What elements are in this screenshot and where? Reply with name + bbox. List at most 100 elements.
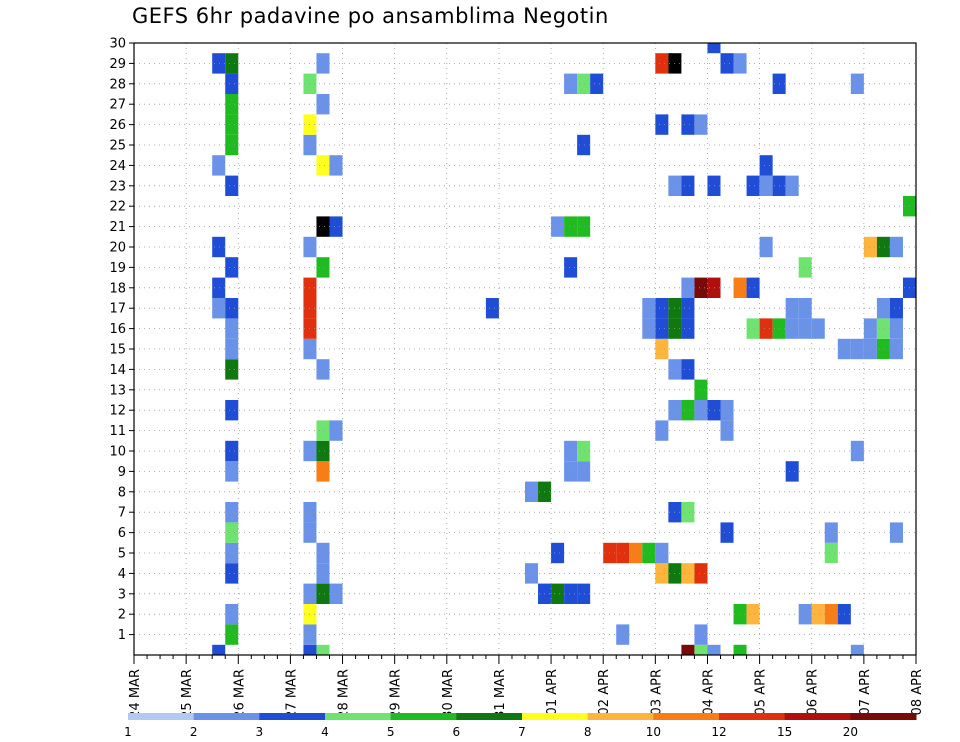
colorbar-label: 20 — [843, 725, 858, 739]
y-tick-label: 10 — [109, 445, 126, 460]
heatmap-cell — [694, 400, 708, 421]
heatmap-cell — [485, 298, 499, 319]
heatmap-cell — [785, 175, 799, 196]
heatmap-cell — [303, 644, 317, 655]
heatmap-cell — [316, 644, 330, 655]
heatmap-cell — [863, 318, 877, 339]
heatmap-cell — [316, 461, 330, 482]
x-tick-label: 26 MAR — [232, 669, 247, 719]
colorbar-swatch — [325, 713, 392, 720]
heatmap-cell — [681, 563, 695, 584]
heatmap-cell — [642, 542, 656, 564]
heatmap-cell — [590, 73, 604, 94]
heatmap-cell — [577, 583, 591, 604]
heatmap-cell — [551, 542, 565, 564]
heatmap-cell — [889, 338, 903, 360]
heatmap-cell — [316, 257, 330, 278]
heatmap-cell — [681, 644, 695, 655]
heatmap-cell — [225, 318, 239, 339]
heatmap-cell — [655, 318, 669, 339]
colorbar-swatch — [259, 713, 326, 720]
heatmap-cell — [212, 644, 226, 655]
colorbar-swatch — [193, 713, 260, 720]
heatmap-cell — [642, 298, 656, 319]
colorbar-label: 3 — [256, 725, 264, 739]
heatmap-cell — [655, 542, 669, 564]
heatmap-cell — [850, 644, 864, 655]
heatmap-cell — [707, 277, 721, 298]
heatmap-cell — [694, 624, 708, 645]
heatmap-cell — [681, 502, 695, 523]
heatmap-cell — [225, 298, 239, 319]
y-tick-label: 19 — [109, 261, 126, 276]
colorbar-label: 10 — [646, 725, 661, 739]
heatmap-cell — [655, 53, 669, 74]
heatmap-cell — [225, 134, 239, 156]
colorbar-label: 1 — [124, 725, 132, 739]
heatmap-cell — [746, 318, 760, 339]
heatmap-cell — [733, 53, 747, 74]
heatmap-cell — [876, 318, 890, 339]
heatmap-cell — [655, 420, 669, 441]
y-tick-label: 12 — [109, 404, 126, 419]
y-tick-label: 11 — [109, 424, 126, 439]
heatmap-cell — [329, 155, 343, 176]
y-tick-label: 15 — [109, 343, 126, 358]
colorbar-label: 8 — [584, 725, 592, 739]
heatmap-cell — [225, 338, 239, 360]
heatmap-cell — [746, 277, 760, 298]
y-tick-label: 17 — [109, 302, 126, 317]
heatmap-cell — [876, 298, 890, 319]
heatmap-cell — [564, 257, 578, 278]
heatmap-cell — [225, 94, 239, 115]
x-tick-label: 06 APR — [806, 669, 821, 715]
heatmap-cell — [798, 257, 812, 278]
heatmap-cell — [225, 73, 239, 94]
x-tick-label: 04 APR — [701, 669, 716, 715]
heatmap-cell — [785, 318, 799, 339]
heatmap-cell — [759, 236, 773, 258]
heatmap-cell — [212, 298, 226, 319]
x-tick-label: 25 MAR — [180, 669, 195, 719]
heatmap-cell — [212, 155, 226, 176]
heatmap-cell — [694, 114, 708, 135]
y-tick-label: 26 — [109, 118, 126, 133]
heatmap-cell — [329, 583, 343, 604]
heatmap-cell — [681, 400, 695, 421]
heatmap-cell — [655, 338, 669, 360]
colorbar-label: 12 — [711, 725, 726, 739]
heatmap-cell — [876, 236, 890, 258]
heatmap-cell — [225, 440, 239, 462]
chart-title: GEFS 6hr padavine po ansamblima Negotin — [132, 4, 609, 28]
x-tick-label: 07 APR — [858, 669, 873, 715]
y-tick-label: 18 — [109, 281, 126, 296]
heatmap-cell — [316, 94, 330, 115]
y-tick-label: 22 — [109, 200, 126, 215]
heatmap-cell — [564, 440, 578, 462]
colorbar-label: 2 — [190, 725, 198, 739]
x-tick-label: 05 APR — [754, 669, 769, 715]
y-tick-label: 5 — [118, 547, 126, 562]
heatmap-cell — [316, 359, 330, 380]
heatmap-cell — [889, 318, 903, 339]
heatmap-cell — [316, 53, 330, 74]
heatmap-cell — [759, 318, 773, 339]
heatmap-cell — [577, 73, 591, 94]
colorbar-swatch — [128, 713, 195, 720]
y-tick-label: 9 — [118, 465, 126, 480]
y-tick-label: 7 — [118, 506, 126, 521]
heatmap-cell — [707, 644, 721, 655]
heatmap-cell — [681, 114, 695, 135]
heatmap-cell — [863, 338, 877, 360]
heatmap-cell — [329, 420, 343, 441]
heatmap-cell — [564, 216, 578, 237]
y-tick-label: 16 — [109, 322, 126, 337]
heatmap-cell — [655, 563, 669, 584]
heatmap-cell — [850, 73, 864, 94]
heatmap-cell — [850, 440, 864, 462]
colorbar-label: 7 — [518, 725, 526, 739]
x-tick-label: 02 APR — [597, 669, 612, 715]
heatmap-cell — [225, 175, 239, 196]
y-tick-label: 23 — [109, 179, 126, 194]
heatmap-cell — [798, 604, 812, 625]
